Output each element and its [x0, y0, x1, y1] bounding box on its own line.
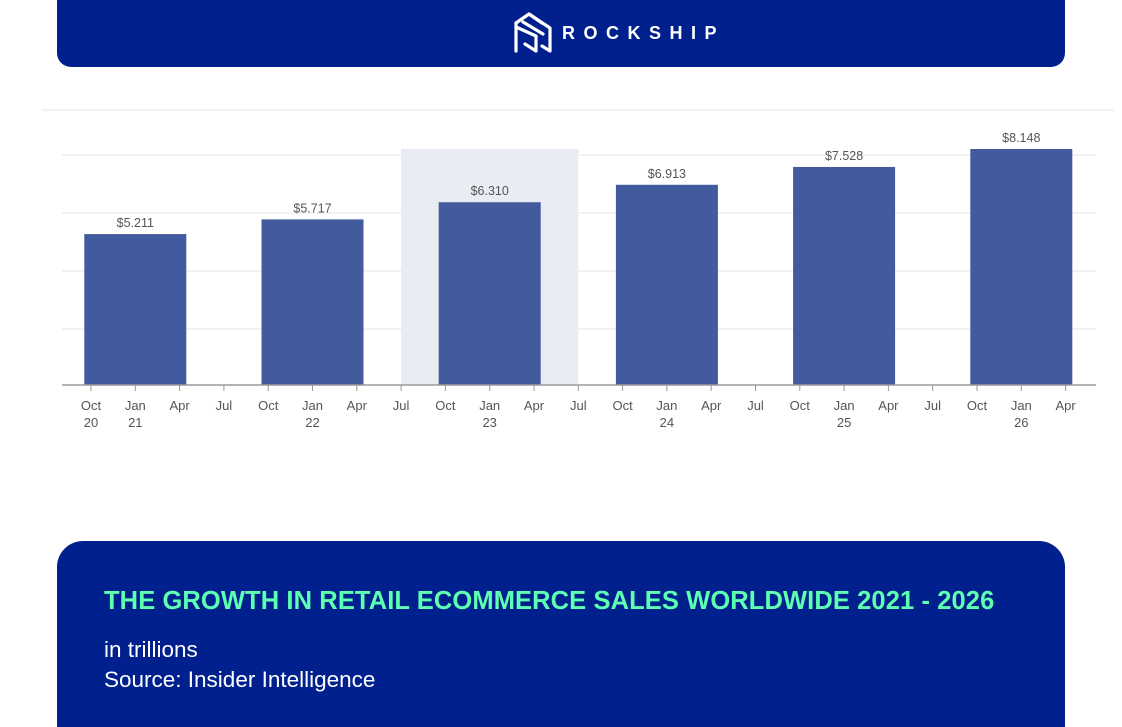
brand-logo[interactable]: ROCKSHIP — [512, 10, 725, 56]
chart-title: THE GROWTH IN RETAIL ECOMMERCE SALES WOR… — [104, 587, 995, 615]
x-tick-label: Oct — [612, 398, 633, 413]
x-tick-label: Jul — [570, 398, 587, 413]
x-tick-label: Oct — [435, 398, 456, 413]
x-tick-year-label: 26 — [1014, 415, 1028, 430]
unit-note: in trillions — [104, 637, 198, 662]
bar-2021[interactable] — [84, 234, 187, 385]
x-tick-label: Jul — [216, 398, 233, 413]
x-tick-label: Apr — [347, 398, 368, 413]
x-tick-label: Jan — [656, 398, 677, 413]
x-tick-label: Jan — [834, 398, 855, 413]
x-tick-year-label: 23 — [482, 415, 496, 430]
x-tick-label: Oct — [81, 398, 102, 413]
value-label-2022: $5.717 — [293, 201, 331, 215]
bar-2025[interactable] — [793, 166, 896, 385]
x-tick-label: Jul — [393, 398, 410, 413]
x-tick-label: Apr — [1055, 398, 1076, 413]
rockship-logo-icon — [512, 11, 554, 55]
chart-gridlines — [42, 109, 1114, 330]
x-tick-label: Apr — [878, 398, 899, 413]
chart-x-axis: Oct 20 Jan 21 Apr Jul Oct Jan 22 Apr Jul Oct Jan 23 Ap… — [62, 384, 1096, 430]
x-tick-year-label: 22 — [305, 415, 319, 430]
chart-bars — [84, 149, 1073, 385]
bar-2023[interactable] — [438, 202, 541, 385]
caption-card: THE GROWTH IN RETAIL ECOMMERCE SALES WOR… — [57, 541, 1065, 727]
source-note: Source: Insider Intelligence — [104, 667, 376, 692]
x-tick-year-label: 25 — [837, 415, 851, 430]
value-label-2025: $7.528 — [825, 149, 863, 163]
x-tick-label: Jan — [125, 398, 146, 413]
header-bar: ROCKSHIP — [57, 0, 1065, 67]
x-tick-label: Oct — [258, 398, 279, 413]
x-tick-label: Oct — [790, 398, 811, 413]
x-tick-label: Jan — [302, 398, 323, 413]
value-label-2026: $8.148 — [1002, 131, 1040, 145]
x-tick-label: Jan — [1011, 398, 1032, 413]
brand-name: ROCKSHIP — [562, 22, 726, 43]
value-label-2023: $6.310 — [471, 184, 509, 198]
x-tick-label: Apr — [524, 398, 545, 413]
bar-2026[interactable] — [970, 149, 1073, 385]
x-tick-label: Apr — [701, 398, 722, 413]
x-tick-label: Jan — [479, 398, 500, 413]
bar-2024[interactable] — [615, 184, 718, 385]
sales-chart: $5.211 $5.717 $6.310 $6.913 $7.528 $8.148 Oct… — [42, 108, 1114, 448]
value-label-2024: $6.913 — [648, 167, 686, 181]
bar-2022[interactable] — [261, 219, 364, 385]
x-tick-year-label: 21 — [128, 415, 142, 430]
chart-svg: $5.211 $5.717 $6.310 $6.913 $7.528 $8.148 Oct… — [42, 109, 1114, 430]
x-tick-year-label: 20 — [84, 415, 98, 430]
x-tick-label: Jul — [924, 398, 941, 413]
x-tick-year-label: 24 — [660, 415, 674, 430]
value-label-2021: $5.211 — [117, 216, 154, 230]
x-tick-label: Jul — [747, 398, 764, 413]
chart-value-labels: $5.211 $5.717 $6.310 $6.913 $7.528 $8.148 — [117, 131, 1041, 230]
x-tick-label: Apr — [169, 398, 190, 413]
x-tick-label: Oct — [967, 398, 988, 413]
